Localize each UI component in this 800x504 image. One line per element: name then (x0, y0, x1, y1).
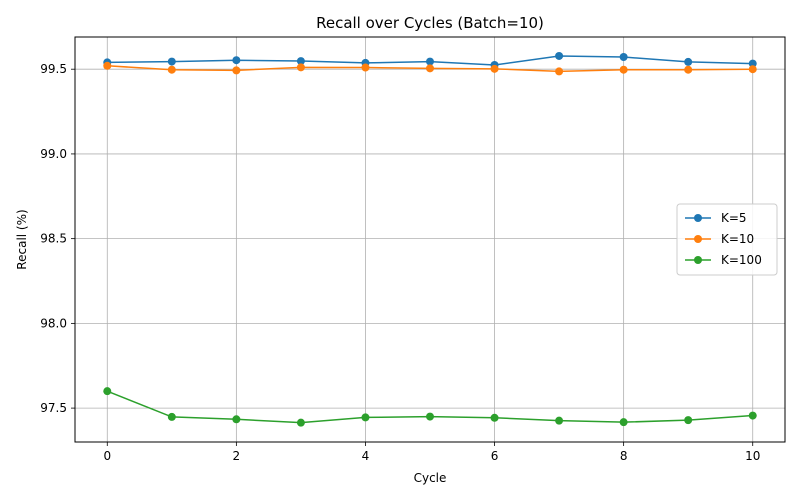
y-axis-label: Recall (%) (15, 209, 29, 269)
data-point-k-100 (232, 415, 241, 424)
data-point-k-5 (555, 51, 564, 60)
data-point-k-10 (555, 67, 564, 76)
data-point-k-100 (555, 416, 564, 425)
x-tick-label: 4 (362, 449, 370, 463)
data-point-k-5 (426, 57, 434, 66)
data-point-k-100 (748, 411, 757, 420)
data-point-k-10 (361, 63, 370, 72)
x-tick-label: 8 (620, 449, 628, 463)
series-lines (103, 51, 757, 427)
data-point-k-10 (167, 65, 176, 74)
data-point-k-5 (619, 52, 628, 61)
data-point-k-5 (232, 56, 241, 65)
data-point-k-100 (490, 413, 499, 422)
y-tick-label: 99.0 (40, 147, 67, 161)
data-point-k-10 (296, 63, 305, 72)
legend-label: K=5 (721, 211, 747, 225)
data-point-k-5 (684, 57, 693, 66)
legend: K=5 K=10 K=100 (676, 203, 778, 276)
data-point-k-10 (103, 61, 112, 70)
data-point-k-5 (748, 59, 757, 68)
legend-marker (694, 214, 702, 222)
data-point-k-10 (426, 64, 434, 73)
data-point-k-5 (296, 57, 305, 66)
data-point-k-100 (684, 416, 693, 425)
x-axis-label: Cycle (414, 471, 447, 485)
axis-ticks: 0 2 4 6 8 10 97.5 98.0 98.5 99.0 99.5 (40, 62, 760, 463)
data-point-k-5 (167, 57, 176, 66)
y-tick-label: 98.0 (40, 316, 67, 330)
y-tick-label: 99.5 (40, 62, 67, 76)
data-point-k-10 (684, 65, 693, 74)
legend-box (676, 203, 778, 276)
data-point-k-100 (167, 412, 176, 421)
data-point-k-100 (103, 387, 112, 396)
data-point-k-100 (426, 412, 434, 421)
plot-frame (74, 36, 786, 443)
y-tick-label: 98.5 (40, 232, 67, 246)
data-point-k-100 (296, 418, 305, 427)
y-tick-label: 97.5 (40, 401, 67, 415)
x-tick-label: 10 (745, 449, 760, 463)
data-point-k-10 (232, 66, 241, 75)
legend-marker (694, 256, 702, 264)
legend-label: K=100 (721, 253, 762, 267)
x-tick-label: 6 (491, 449, 499, 463)
x-tick-label: 0 (103, 449, 111, 463)
data-point-k-10 (619, 65, 628, 74)
data-point-k-10 (748, 65, 757, 74)
legend-label: K=10 (721, 232, 754, 246)
data-point-k-10 (490, 64, 499, 73)
x-tick-label: 2 (233, 449, 241, 463)
legend-marker (694, 235, 702, 243)
data-point-k-100 (619, 418, 628, 427)
data-point-k-100 (361, 413, 370, 422)
chart-title: Recall over Cycles (Batch=10) (316, 14, 544, 32)
